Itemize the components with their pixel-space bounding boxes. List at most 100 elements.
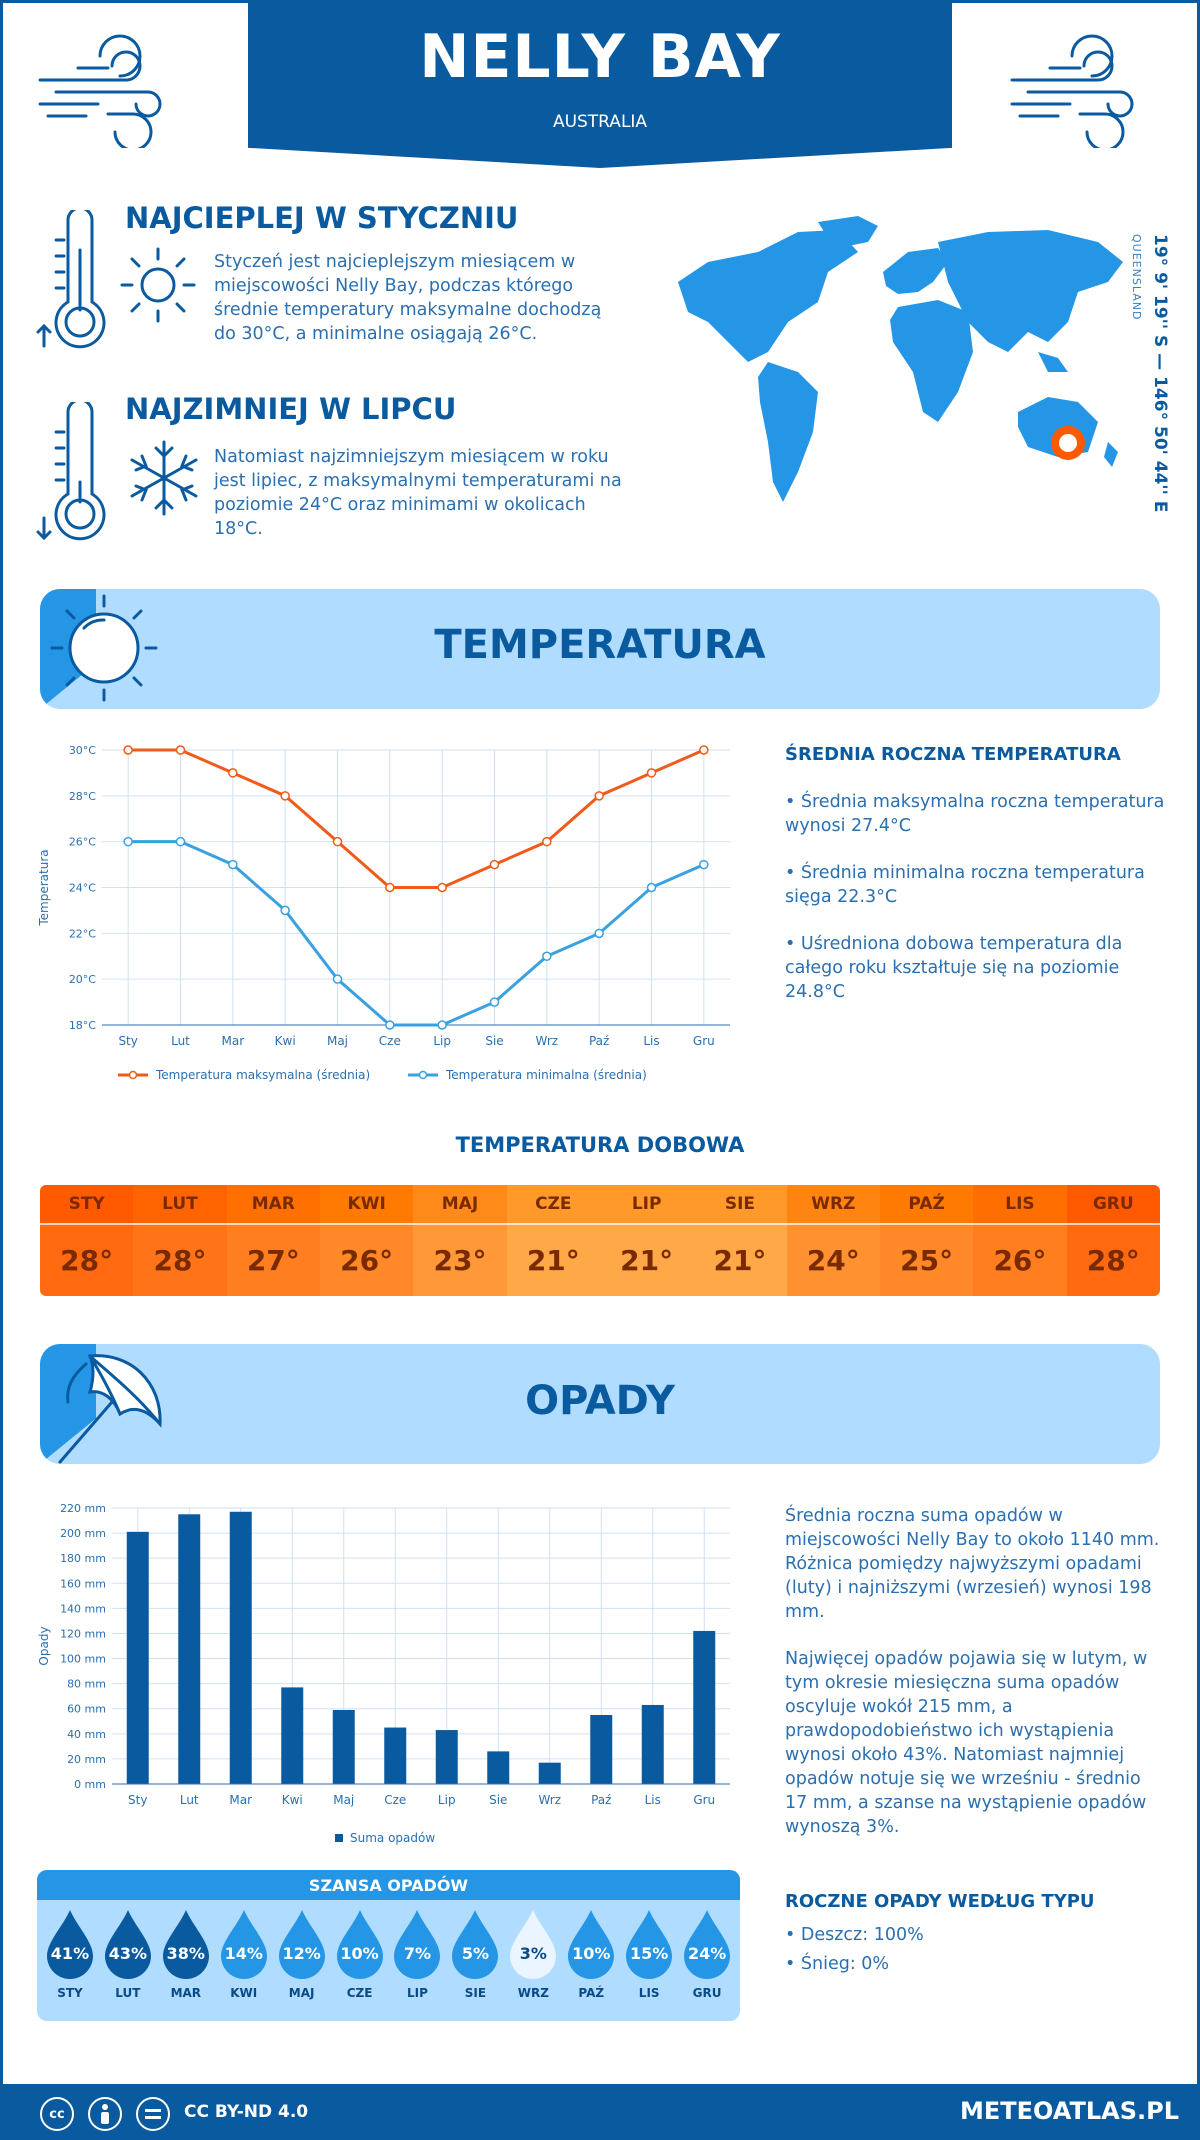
data-point xyxy=(437,882,447,893)
data-point xyxy=(437,1020,447,1030)
y-tick-label: 0 mm xyxy=(74,1778,106,1791)
daily-temp-cell: GRU 28° xyxy=(1066,1185,1160,1296)
y-tick-label: 28°C xyxy=(69,790,96,803)
site-link[interactable]: METEOATLAS.PL xyxy=(960,2097,1180,2125)
precip-type-title: ROCZNE OPADY WEDŁUG TYPU xyxy=(785,1891,1095,1912)
daily-temp-cell: LIS 26° xyxy=(973,1185,1067,1296)
daily-temp-value: 27° xyxy=(226,1225,320,1296)
data-point xyxy=(280,791,290,801)
sun-icon xyxy=(120,247,196,323)
precip-chance-month: LUT xyxy=(115,1986,141,2000)
thermometer-hot-icon xyxy=(36,210,106,349)
precip-detail: Najwięcej opadów pojawia się w lutym, w … xyxy=(785,1649,1148,1837)
daily-temp-value: 28° xyxy=(133,1225,227,1296)
x-tick-label: Sty xyxy=(118,1034,137,1048)
legend-marker xyxy=(128,1070,138,1080)
daily-temp-month: SIE xyxy=(693,1185,787,1225)
precip-chance-month: MAR xyxy=(170,1986,202,2000)
precip-chance-month: KWI xyxy=(230,1986,258,2000)
precip-chance-row: 41% STY 43% LUT 38% MAR 14% KWI 12% MAJ 10% CZE 7% LI… xyxy=(37,1900,740,2000)
wind-icon xyxy=(1010,34,1134,148)
precip-chance-item: 7% LIP xyxy=(389,1908,447,2000)
world-map xyxy=(678,216,1123,502)
daily-temp-month: LIP xyxy=(599,1185,694,1225)
daily-temp-month: KWI xyxy=(319,1185,414,1225)
daily-temp-cell: MAJ 23° xyxy=(413,1185,507,1296)
series-line xyxy=(128,748,705,889)
x-tick-label: Kwi xyxy=(282,1793,303,1807)
daily-temp-title: TEMPERATURA DOBOWA xyxy=(455,1133,745,1157)
precip-bar xyxy=(126,1531,149,1784)
precip-bar xyxy=(641,1704,664,1784)
precip-bar xyxy=(178,1514,201,1784)
y-tick-label: 20 mm xyxy=(67,1753,106,1766)
precip-chance-month: STY xyxy=(57,1986,83,2000)
precip-bar xyxy=(590,1715,613,1784)
precip-chance-value: 43% xyxy=(108,1944,148,1963)
data-point xyxy=(489,859,500,870)
umbrella-rain-icon xyxy=(58,1354,162,1464)
noderivs-icon xyxy=(136,2097,170,2131)
raindrop-icon: 7% xyxy=(390,1908,444,1980)
legend-label: Temperatura minimalna (średnia) xyxy=(445,1068,647,1082)
raindrop-icon: 43% xyxy=(101,1908,155,1980)
daily-temp-value: 26° xyxy=(319,1225,414,1296)
y-tick-label: 60 mm xyxy=(67,1703,106,1716)
region-text: QUEENSLAND xyxy=(1130,234,1143,321)
coldest-text: Natomiast najzimniejszym miesiącem w rok… xyxy=(214,447,622,539)
y-tick-label: 80 mm xyxy=(67,1678,106,1691)
precip-chance-month: LIP xyxy=(407,1986,428,2000)
data-point xyxy=(594,928,604,939)
precip-bar xyxy=(384,1727,407,1784)
x-tick-label: Cze xyxy=(384,1793,406,1807)
temperature-banner xyxy=(40,589,1160,709)
x-tick-label: Kwi xyxy=(275,1034,296,1048)
warmest-text: Styczeń jest najcieplejszym miesiącem w … xyxy=(214,252,602,344)
attribution-icon xyxy=(88,2097,122,2131)
precip-chance-month: WRZ xyxy=(517,1986,549,2000)
daily-temp-value: 23° xyxy=(413,1225,507,1296)
precip-type-rain: • Deszcz: 100% xyxy=(785,1925,924,1945)
precip-chance-month: LIS xyxy=(638,1986,660,2000)
y-tick-label: 160 mm xyxy=(60,1577,106,1590)
daily-temp-value: 21° xyxy=(599,1225,694,1296)
precip-chance-item: 3% WRZ xyxy=(504,1908,562,2000)
precip-chance-month: SIE xyxy=(464,1986,487,2000)
data-point xyxy=(385,1020,395,1030)
footer xyxy=(0,2084,1200,2140)
y-tick-label: 120 mm xyxy=(60,1627,106,1640)
precip-chance-value: 5% xyxy=(461,1944,489,1963)
annual-temp-max: • Średnia maksymalna roczna temperatura … xyxy=(785,792,1165,836)
x-tick-label: Sty xyxy=(128,1793,147,1807)
precip-chance-month: CZE xyxy=(346,1986,373,2000)
temperature-title: TEMPERATURA xyxy=(434,622,766,668)
precip-chance-item: 41% STY xyxy=(41,1908,99,2000)
x-tick-label: Sie xyxy=(485,1034,503,1048)
y-tick-label: 30°C xyxy=(69,744,96,757)
precip-bar xyxy=(229,1511,252,1784)
daily-temp-month: WRZ xyxy=(786,1185,880,1225)
daily-temp-cell: KWI 26° xyxy=(319,1185,414,1296)
x-tick-label: Lis xyxy=(643,1034,659,1048)
precip-chance-value: 41% xyxy=(50,1944,90,1963)
daily-temp-value: 21° xyxy=(506,1225,600,1296)
data-point xyxy=(542,951,552,961)
y-tick-label: 220 mm xyxy=(60,1502,106,1515)
precip-banner xyxy=(40,1344,1160,1464)
x-tick-label: Mar xyxy=(229,1793,252,1807)
daily-temp-month: MAJ xyxy=(413,1185,507,1225)
y-tick-label: 24°C xyxy=(69,882,96,895)
data-point xyxy=(646,768,657,778)
precip-chance-item: 24% GRU xyxy=(678,1908,736,2000)
precip-chance-panel: SZANSA OPADÓW 41% STY 43% LUT 38% MAR 14% KWI 12… xyxy=(37,1870,740,2021)
header-band xyxy=(248,0,952,168)
cc-icon: cc xyxy=(40,2097,74,2131)
precip-chance-month: PAŹ xyxy=(578,1986,605,2000)
precip-chance-item: 43% LUT xyxy=(99,1908,157,2000)
x-tick-label: Lut xyxy=(171,1034,190,1048)
legend-label: Suma opadów xyxy=(350,1831,435,1845)
precip-chance-value: 3% xyxy=(519,1944,547,1963)
y-tick-label: 18°C xyxy=(69,1019,96,1032)
raindrop-icon: 12% xyxy=(275,1908,329,1980)
warmest-title: NAJCIEPLEJ W STYCZNIU xyxy=(125,201,519,235)
